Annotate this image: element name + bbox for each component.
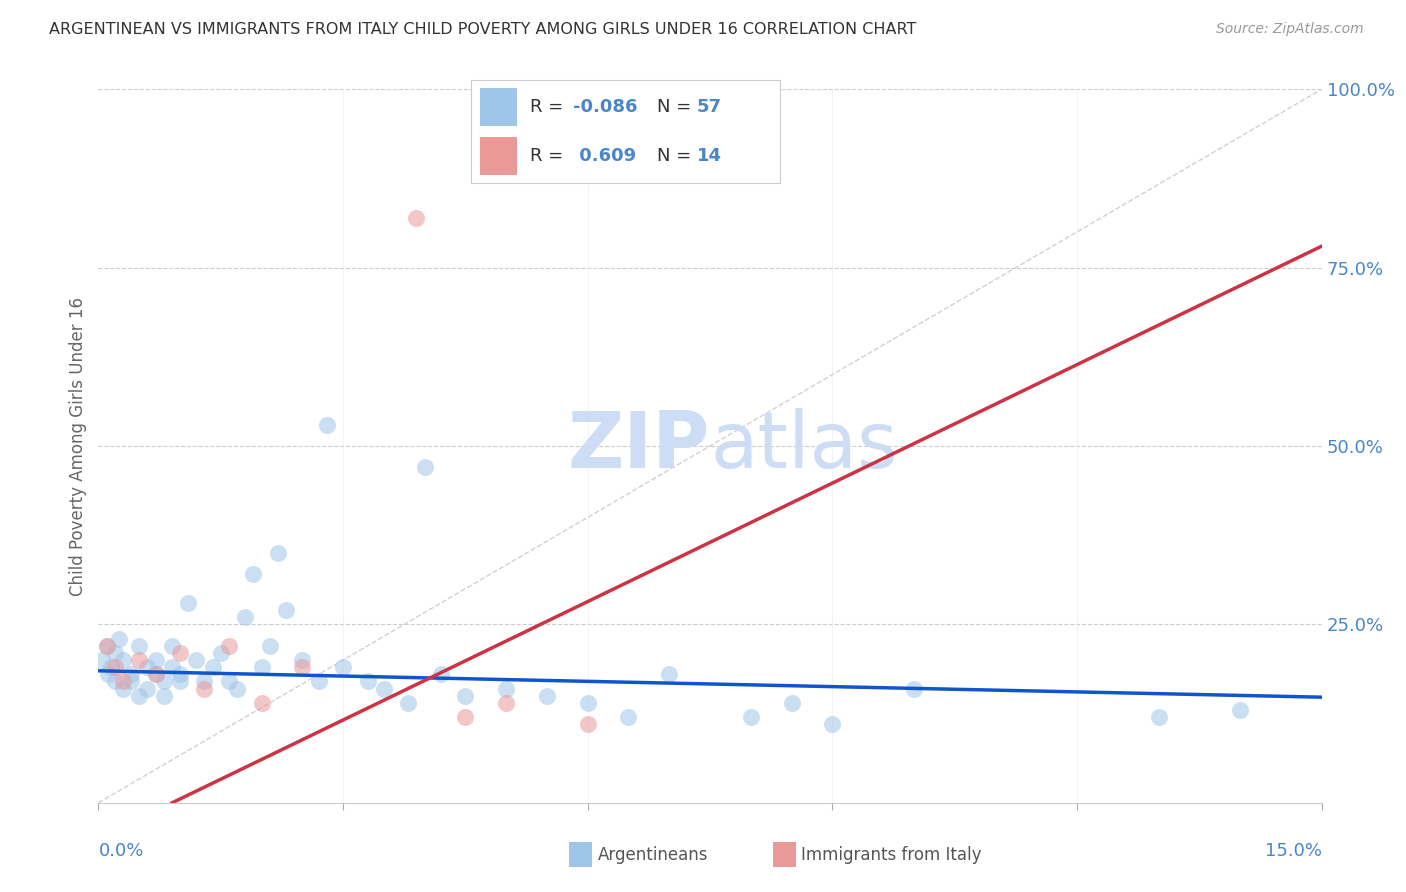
FancyBboxPatch shape	[481, 136, 517, 175]
Point	[169, 667, 191, 681]
Point	[576, 696, 599, 710]
Point	[128, 653, 150, 667]
Point	[536, 689, 558, 703]
Text: 15.0%: 15.0%	[1264, 842, 1322, 860]
Point	[104, 674, 127, 689]
Point	[396, 696, 419, 710]
Point	[96, 639, 118, 653]
Point	[405, 211, 427, 225]
Point	[136, 681, 159, 696]
Text: N =: N =	[657, 98, 696, 117]
Point	[308, 674, 330, 689]
Point	[218, 674, 240, 689]
Point	[120, 667, 142, 681]
Point	[186, 653, 208, 667]
Point	[454, 710, 477, 724]
Point	[740, 710, 762, 724]
Point	[1229, 703, 1251, 717]
Point	[291, 660, 314, 674]
Text: R =: R =	[530, 98, 569, 117]
Point	[315, 417, 337, 432]
Point	[177, 596, 200, 610]
Point	[152, 689, 174, 703]
Point	[111, 674, 134, 689]
Point	[821, 717, 844, 731]
Point	[104, 660, 127, 674]
Point	[136, 660, 159, 674]
Point	[201, 660, 224, 674]
Point	[250, 696, 273, 710]
Point	[274, 603, 297, 617]
Text: N =: N =	[657, 146, 696, 165]
Y-axis label: Child Poverty Among Girls Under 16: Child Poverty Among Girls Under 16	[69, 296, 87, 596]
Point	[96, 639, 118, 653]
Point	[430, 667, 453, 681]
Point	[108, 632, 131, 646]
Point	[169, 646, 191, 660]
Point	[100, 660, 122, 674]
Point	[233, 610, 256, 624]
Text: atlas: atlas	[710, 408, 897, 484]
Point	[160, 660, 183, 674]
Text: Immigrants from Italy: Immigrants from Italy	[801, 846, 981, 863]
Point	[169, 674, 191, 689]
Point	[780, 696, 803, 710]
Point	[267, 546, 290, 560]
Point	[413, 460, 436, 475]
Point	[111, 653, 134, 667]
Text: 0.0%: 0.0%	[98, 842, 143, 860]
Text: Argentineans: Argentineans	[598, 846, 709, 863]
Point	[576, 717, 599, 731]
Text: -0.086: -0.086	[574, 98, 637, 117]
Point	[218, 639, 240, 653]
Point	[104, 646, 127, 660]
Point	[658, 667, 681, 681]
Point	[91, 653, 114, 667]
Point	[160, 639, 183, 653]
Point	[332, 660, 354, 674]
Point	[250, 660, 273, 674]
Point	[226, 681, 249, 696]
Point	[152, 674, 174, 689]
Text: Source: ZipAtlas.com: Source: ZipAtlas.com	[1216, 22, 1364, 37]
Point	[111, 681, 134, 696]
Point	[373, 681, 395, 696]
Point	[128, 689, 150, 703]
Point	[145, 667, 167, 681]
Text: ARGENTINEAN VS IMMIGRANTS FROM ITALY CHILD POVERTY AMONG GIRLS UNDER 16 CORRELAT: ARGENTINEAN VS IMMIGRANTS FROM ITALY CHI…	[49, 22, 917, 37]
Point	[495, 681, 517, 696]
Point	[903, 681, 925, 696]
Text: R =: R =	[530, 146, 569, 165]
Point	[193, 681, 215, 696]
Text: 57: 57	[697, 98, 721, 117]
Point	[128, 639, 150, 653]
Point	[259, 639, 281, 653]
Point	[454, 689, 477, 703]
Point	[291, 653, 314, 667]
Point	[617, 710, 640, 724]
Point	[242, 567, 264, 582]
Point	[209, 646, 232, 660]
Text: ZIP: ZIP	[568, 408, 710, 484]
Point	[356, 674, 378, 689]
Text: 14: 14	[697, 146, 721, 165]
Point	[120, 674, 142, 689]
Point	[193, 674, 215, 689]
Point	[495, 696, 517, 710]
FancyBboxPatch shape	[481, 88, 517, 127]
Text: 0.609: 0.609	[574, 146, 636, 165]
Point	[145, 667, 167, 681]
Point	[1147, 710, 1170, 724]
Point	[97, 667, 120, 681]
Point	[145, 653, 167, 667]
